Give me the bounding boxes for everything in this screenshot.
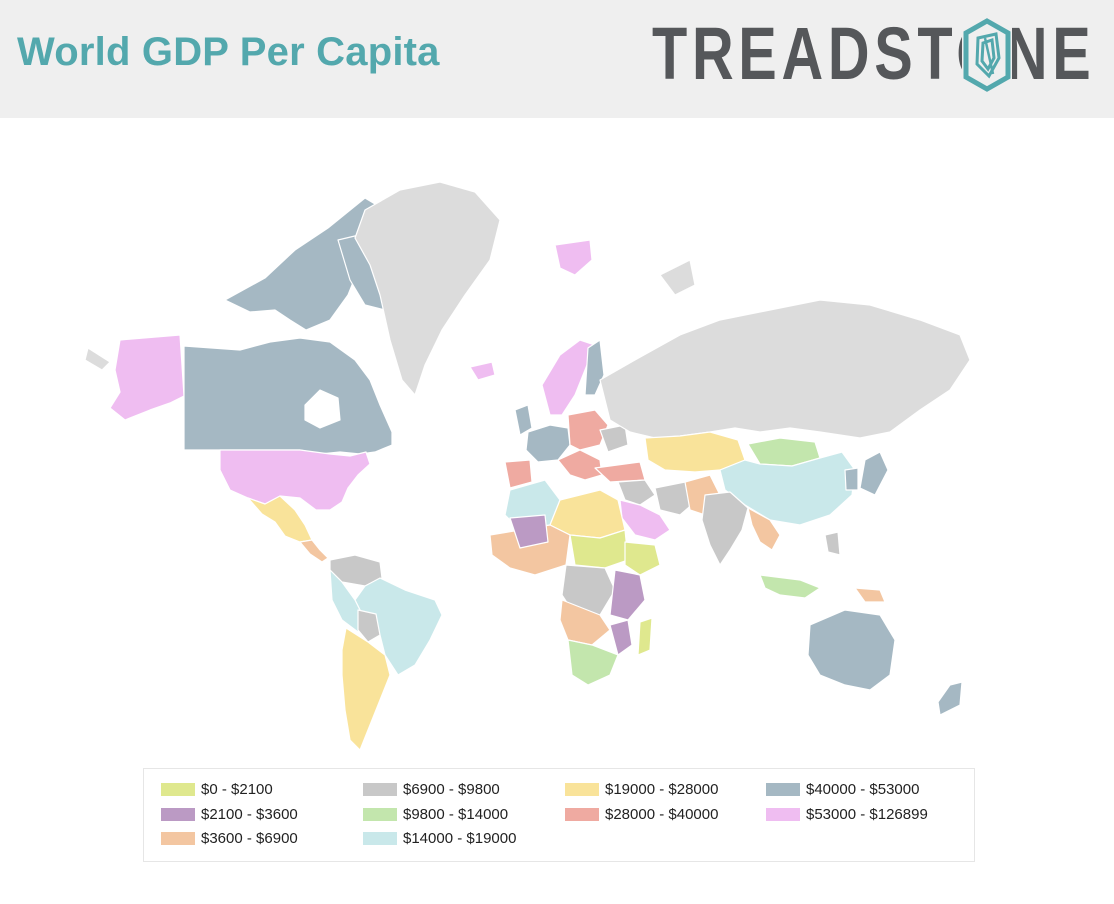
region-philippines xyxy=(824,531,841,556)
legend-swatch xyxy=(161,782,195,796)
legend-label: $3600 - $6900 xyxy=(201,829,298,847)
region-central-europe xyxy=(567,409,609,451)
region-usa xyxy=(219,449,371,511)
legend-item: $19000 - $28000 xyxy=(565,779,718,799)
legend-swatch xyxy=(161,807,195,821)
legend-swatch xyxy=(565,807,599,821)
region-middle-east-west xyxy=(617,479,656,506)
legend-label: $0 - $2100 xyxy=(201,780,273,798)
region-western-europe xyxy=(525,424,571,463)
legend-item: $9800 - $14000 xyxy=(363,804,508,824)
region-new-zealand xyxy=(937,681,963,716)
map-legend: $0 - $2100 $2100 - $3600 $3600 - $6900 $… xyxy=(143,768,975,862)
world-map-svg xyxy=(84,181,971,751)
region-ukraine xyxy=(599,424,629,453)
region-east-africa xyxy=(609,569,646,621)
region-finland xyxy=(584,339,605,396)
legend-swatch xyxy=(363,831,397,845)
region-iberia xyxy=(504,459,533,489)
world-map xyxy=(80,170,980,760)
legend-swatch xyxy=(565,782,599,796)
legend-label: $28000 - $40000 xyxy=(605,805,719,823)
region-iceland xyxy=(469,361,496,381)
region-papua xyxy=(854,587,886,603)
legend-item: $3600 - $6900 xyxy=(161,828,298,848)
region-turkey xyxy=(594,461,646,483)
legend-item: $2100 - $3600 xyxy=(161,804,298,824)
region-aleutians xyxy=(84,347,111,371)
legend-label: $2100 - $3600 xyxy=(201,805,298,823)
region-uk xyxy=(514,404,533,436)
legend-item: $40000 - $53000 xyxy=(766,779,919,799)
region-hudson-bay xyxy=(304,389,341,429)
region-mali-niger xyxy=(509,514,549,549)
region-korea xyxy=(844,467,859,491)
region-southern-africa xyxy=(567,639,619,686)
legend-swatch xyxy=(363,782,397,796)
legend-swatch xyxy=(363,807,397,821)
region-mozambique xyxy=(609,619,633,656)
legend-label: $14000 - $19000 xyxy=(403,829,517,847)
legend-item: $6900 - $9800 xyxy=(363,779,500,799)
legend-label: $6900 - $9800 xyxy=(403,780,500,798)
region-japan xyxy=(859,451,889,496)
legend-swatch xyxy=(161,831,195,845)
region-central-america xyxy=(299,539,329,563)
region-novaya-zemlya xyxy=(659,259,696,296)
region-madagascar xyxy=(637,617,653,656)
region-southeast-asia xyxy=(747,507,781,551)
region-bolivia xyxy=(357,609,381,643)
region-indonesia xyxy=(759,574,821,599)
region-iran xyxy=(654,481,696,516)
region-ethiopia xyxy=(624,541,661,576)
region-canada xyxy=(183,337,393,455)
legend-swatch xyxy=(766,807,800,821)
logo-wordmark: TREADSTONE xyxy=(652,12,1096,95)
region-india xyxy=(701,491,749,566)
region-russia xyxy=(599,299,971,439)
region-argentina-chile xyxy=(341,627,391,751)
page-title: World GDP Per Capita xyxy=(17,30,440,74)
legend-swatch xyxy=(766,782,800,796)
header-bar: World GDP Per Capita TREADSTONE xyxy=(0,0,1114,118)
legend-item: $0 - $2100 xyxy=(161,779,273,799)
region-saudi-arabia xyxy=(619,499,671,541)
region-mexico xyxy=(247,495,313,543)
region-norway-sweden xyxy=(541,339,596,416)
region-australia xyxy=(807,609,896,691)
region-alaska xyxy=(109,334,185,421)
legend-item: $14000 - $19000 xyxy=(363,828,516,848)
legend-item: $28000 - $40000 xyxy=(565,804,718,824)
legend-label: $53000 - $126899 xyxy=(806,805,928,823)
legend-label: $40000 - $53000 xyxy=(806,780,920,798)
legend-label: $9800 - $14000 xyxy=(403,805,509,823)
region-italy-balkans xyxy=(557,449,603,481)
treadstone-o-logo-icon xyxy=(963,18,1011,92)
region-greenland xyxy=(354,181,501,396)
legend-label: $19000 - $28000 xyxy=(605,780,719,798)
legend-item: $53000 - $126899 xyxy=(766,804,928,824)
treadstone-logo: TREADSTONE xyxy=(652,14,1097,94)
region-svalbard xyxy=(554,239,593,276)
